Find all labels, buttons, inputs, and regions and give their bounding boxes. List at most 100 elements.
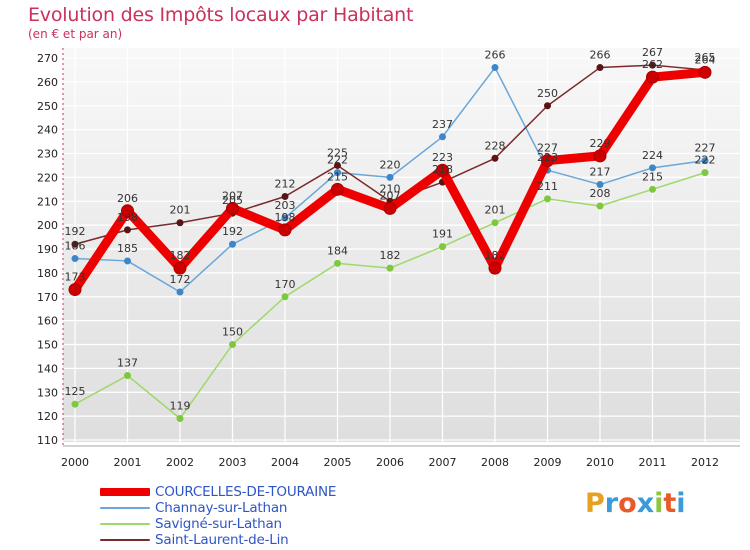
- y-tick-label: 180: [37, 267, 58, 280]
- data-point: [593, 149, 607, 163]
- y-tick-label: 250: [37, 100, 58, 113]
- data-label: 227: [695, 142, 716, 155]
- y-tick-label: 140: [37, 362, 58, 375]
- data-point: [544, 195, 551, 203]
- data-label: 182: [485, 249, 506, 262]
- x-tick-label: 2012: [691, 456, 719, 469]
- data-label: 222: [695, 154, 716, 167]
- data-label: 203: [275, 199, 296, 212]
- y-tick-label: 270: [37, 52, 58, 65]
- data-point: [439, 133, 446, 141]
- chart-title: Evolution des Impôts locaux par Habitant: [28, 4, 414, 26]
- legend-item: COURCELLES-DE-TOURAINE: [100, 484, 336, 500]
- y-tick-label: 150: [37, 339, 58, 352]
- data-label: 215: [327, 170, 348, 183]
- data-label: 172: [170, 273, 191, 286]
- data-point: [491, 64, 499, 72]
- data-point: [439, 243, 446, 251]
- data-point: [334, 161, 341, 169]
- data-point: [698, 65, 712, 79]
- legend-label: COURCELLES-DE-TOURAINE: [155, 484, 337, 500]
- data-label: 229: [590, 137, 611, 150]
- y-tick-label: 220: [37, 171, 58, 184]
- data-label: 227: [537, 142, 558, 155]
- y-tick-label: 210: [37, 195, 58, 208]
- data-point: [436, 163, 449, 177]
- data-label: 223: [432, 151, 453, 164]
- data-point: [278, 223, 292, 237]
- x-tick-label: 2001: [114, 456, 142, 469]
- data-label: 207: [380, 189, 401, 202]
- data-point: [488, 261, 502, 275]
- data-label: 198: [275, 211, 296, 224]
- data-point: [334, 259, 341, 267]
- data-point: [71, 240, 79, 248]
- data-label: 208: [590, 187, 611, 200]
- data-point: [541, 154, 554, 168]
- legend-swatch: [100, 507, 150, 509]
- data-label: 150: [222, 326, 243, 339]
- y-tick-label: 240: [37, 124, 58, 137]
- data-point: [334, 169, 341, 177]
- data-point: [386, 264, 394, 272]
- data-label: 205: [222, 194, 243, 207]
- data-label: 266: [590, 49, 611, 62]
- data-point: [491, 219, 499, 227]
- data-label: 264: [695, 53, 716, 66]
- data-point: [121, 204, 134, 218]
- data-label: 223: [537, 151, 558, 164]
- data-label: 224: [642, 149, 663, 162]
- data-label: 228: [485, 139, 506, 152]
- x-tick-label: 2005: [324, 456, 352, 469]
- data-label: 198: [117, 211, 138, 224]
- data-label: 262: [642, 58, 663, 71]
- y-tick-label: 130: [37, 386, 58, 399]
- data-point: [383, 201, 397, 215]
- logo-letter: i: [654, 488, 664, 519]
- data-point: [71, 400, 79, 408]
- data-label: 191: [432, 228, 453, 241]
- legend-label: Saint-Laurent-de-Lin: [155, 532, 289, 548]
- data-point: [124, 372, 131, 380]
- logo-letter: P: [585, 488, 605, 519]
- data-label: 265: [695, 51, 716, 64]
- legend-swatch: [100, 523, 150, 525]
- x-tick-label: 2000: [61, 456, 89, 469]
- data-label: 125: [65, 385, 86, 398]
- data-label: 137: [117, 357, 138, 370]
- data-label: 237: [432, 118, 453, 131]
- data-labels: 173 206 182 207 198 215 207 223 182 227 229 262 264 1…: [65, 46, 716, 412]
- x-tick-label: 2002: [166, 456, 194, 469]
- y-tick-label: 110: [37, 434, 58, 447]
- data-point: [176, 288, 184, 296]
- data-point: [596, 181, 604, 189]
- legend-swatch: [100, 539, 150, 541]
- y-tick-label: 260: [37, 76, 58, 89]
- data-point: [173, 261, 187, 275]
- data-point: [649, 185, 656, 193]
- data-label: 217: [590, 166, 611, 179]
- data-label: 267: [642, 46, 663, 59]
- data-point: [281, 293, 289, 301]
- data-label: 218: [432, 163, 453, 176]
- legend-label: Savigné-sur-Lathan: [155, 516, 282, 532]
- data-label: 119: [170, 400, 191, 413]
- data-point: [71, 255, 79, 263]
- data-point: [701, 157, 709, 165]
- legend-item: Saint-Laurent-de-Lin: [100, 532, 336, 548]
- data-label: 184: [327, 244, 348, 257]
- data-label: 173: [65, 271, 86, 284]
- y-tick-label: 230: [37, 148, 58, 161]
- data-label: 210: [380, 182, 401, 195]
- data-label: 212: [275, 177, 296, 190]
- x-tick-label: 2007: [429, 456, 457, 469]
- logo-letter: i: [676, 488, 686, 519]
- data-point: [226, 201, 239, 215]
- data-point: [176, 219, 184, 227]
- data-label: 206: [117, 192, 138, 205]
- y-tick-label: 200: [37, 219, 58, 232]
- legend-item: Channay-sur-Lathan: [100, 500, 336, 516]
- x-tick-label: 2010: [586, 456, 614, 469]
- legend-label: Channay-sur-Lathan: [155, 500, 288, 516]
